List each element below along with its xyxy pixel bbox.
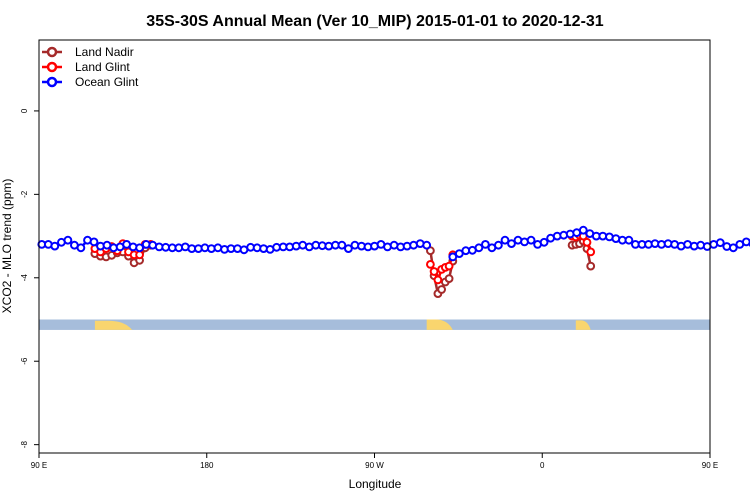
land-mass-0: [94, 320, 133, 330]
land-ocean-strip: [39, 319, 710, 330]
data-point: [526, 235, 536, 245]
data-point: [135, 250, 145, 260]
ocean-band: [39, 319, 710, 330]
data-point: [474, 243, 484, 253]
data-point: [448, 252, 458, 262]
data-point: [344, 244, 353, 254]
data-point: [426, 260, 435, 269]
x-tick-label: 180: [200, 461, 214, 470]
data-point: [444, 274, 454, 284]
x-axis-title: Longitude: [349, 477, 402, 491]
legend-label: Land Nadir: [75, 45, 134, 59]
y-tick-label: -6: [20, 357, 29, 365]
x-tick-label: 90 W: [365, 461, 384, 470]
data-point: [481, 240, 490, 249]
legend-marker: [46, 76, 58, 88]
data-point: [578, 225, 588, 235]
data-point: [586, 247, 596, 257]
x-axis: 90 E 180 90 W 0 90 E: [31, 453, 718, 470]
data-point: [50, 241, 60, 251]
data-point: [337, 240, 347, 250]
data-point: [507, 239, 516, 249]
data-point: [422, 240, 432, 250]
y-tick-label: -2: [20, 190, 29, 198]
y-tick-label: -4: [20, 274, 29, 282]
data-point: [624, 235, 634, 245]
chart-title: 35S-30S Annual Mean (Ver 10_MIP) 2015-01…: [146, 13, 604, 30]
data-point: [63, 235, 73, 245]
legend-marker: [46, 61, 58, 73]
legend-label: Ocean Glint: [75, 75, 139, 89]
data-point: [89, 237, 99, 247]
y-axis: 0 -2 -4 -6 -8: [20, 108, 39, 448]
legend-marker: [46, 46, 58, 58]
data-point: [715, 238, 725, 248]
data-point: [135, 243, 145, 253]
y-axis-title: XCO2 - MLO trend (ppm): [0, 179, 14, 314]
y-tick-label: -8: [20, 441, 29, 449]
land-mass-2: [575, 320, 591, 330]
data-point: [429, 267, 439, 276]
legend-label: Land Glint: [75, 60, 130, 74]
x-tick-label: 90 E: [31, 461, 47, 470]
land-mass-1: [426, 319, 453, 330]
data-point: [586, 261, 596, 271]
x-tick-label: 90 E: [702, 461, 718, 470]
y-tick-label: 0: [20, 108, 29, 113]
series-layer: [37, 225, 750, 299]
x-tick-label: 0: [540, 461, 545, 470]
data-point: [582, 237, 592, 247]
data-point: [437, 285, 447, 294]
data-point: [444, 261, 454, 271]
data-point: [500, 235, 510, 245]
data-point: [539, 237, 549, 247]
data-point: [76, 243, 86, 253]
data-point: [728, 243, 738, 253]
data-point: [433, 275, 443, 285]
data-point: [494, 240, 503, 250]
